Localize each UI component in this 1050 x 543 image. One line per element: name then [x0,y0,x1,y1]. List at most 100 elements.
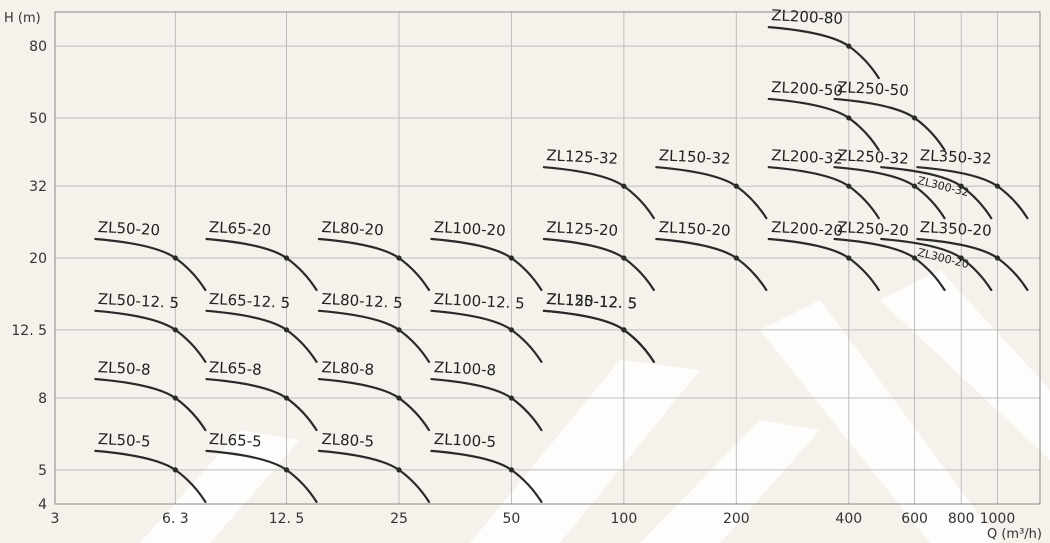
x-tick-label: 12. 5 [269,511,305,527]
x-tick-label: 800 [948,511,975,527]
curve-zl125-32: ZL125-32 [542,146,655,220]
y-axis-label: H (m) [4,11,41,26]
y-axis-ticks: 4 5 8 12. 5 20 32 50 80 [11,39,47,513]
watermark-stroke [470,360,700,543]
rated-point-marker [283,255,290,261]
curve-zl150-20: ZL150-20 [655,218,768,292]
x-tick-label: 1000 [980,511,1016,527]
rated-point-marker [283,395,290,401]
curve-label: ZL80-5 [321,430,375,451]
rated-point-marker [508,395,515,401]
rated-point-marker [994,183,1001,189]
rated-point-marker [958,255,964,261]
curve-zl50-12-5: ZL50-12. 5 [94,290,207,363]
watermark-stroke [880,270,1050,460]
rated-point-marker [396,255,402,261]
curve-zl100-8: ZL100-8 [430,358,543,432]
curve-zl50-8: ZL50-8 [94,358,207,432]
x-tick-label: 400 [835,511,862,527]
curve-label: ZL65-20 [209,218,272,239]
curve-zl50-5: ZL50-5 [94,430,207,503]
y-tick-label: 50 [29,111,47,127]
curve-zl80-12-5: ZL80-12. 5 [317,290,431,363]
curve-label: ZL80-8 [321,358,375,379]
rated-point-marker [508,255,515,261]
y-tick-label: 8 [38,391,47,407]
curve-label: ZL65-8 [209,358,263,379]
rated-point-marker [621,327,627,333]
rated-point-marker [911,183,918,189]
rated-point-marker [172,255,178,261]
rated-point-marker [846,115,852,121]
y-tick-label: 80 [29,39,47,55]
curve-zl65-12-5: ZL65-12. 5 [205,290,318,363]
rated-point-marker [733,183,739,189]
plot-frame [54,11,1041,505]
y-tick-label: 20 [29,251,47,267]
watermark [140,270,1050,543]
curve-label: ZL125-32 [546,146,619,168]
curve-zl65-20: ZL65-20 [205,218,318,292]
rated-point-marker [508,467,515,473]
watermark-stroke [640,420,820,543]
curve-label: ZL65-12. 5 [209,290,291,312]
curve-label: ZL200-20 [771,218,844,240]
curve-label: ZL65-5 [209,430,263,451]
curve-label: ZL125-12. 5 [546,290,638,313]
curve-zl125-20: ZL125-20 [542,218,655,292]
rated-point-marker [396,327,402,333]
rated-point-marker [733,255,739,261]
curve-zl80-8: ZL80-8 [317,358,431,432]
curve-label: ZL200-32 [771,146,844,168]
rated-point-marker [283,467,290,473]
curve-zl65-8: ZL65-8 [205,358,318,432]
rated-point-marker [911,115,918,121]
curve-zl250-50: ZL250-50 [833,78,946,152]
y-tick-label: 12. 5 [11,323,47,339]
rated-point-marker [846,255,852,261]
rated-point-marker [621,255,627,261]
rated-point-marker [911,255,918,261]
curve-label: ZL50-20 [97,218,160,239]
rated-point-marker [958,183,964,189]
curve-zl100-5: ZL100-5 [430,430,543,503]
curve-label: ZL250-32 [837,146,910,168]
curve-label: ZL100-12. 5 [433,290,525,313]
curve-zl65-5: ZL65-5 [205,430,318,503]
curve-zl200-50: ZL200-50 [767,78,880,152]
curve-zl200-80: ZL200-80 [767,6,880,80]
curve-zl150-12-5: ZL150-12. 5 [542,290,655,363]
curve-label: ZL350-32 [919,146,992,168]
curves: ZL50-20 ZL65-20 ZL80-20 ZL100-20 ZL125-20 ZL1… [94,6,1029,503]
curve-zl200-20: ZL200-20 [767,218,880,292]
y-tick-label: 5 [38,463,47,479]
x-tick-label: 3 [51,511,60,527]
curve-label: ZL50-8 [97,358,151,379]
curve-zl80-5: ZL80-5 [317,430,431,503]
y-tick-label: 32 [29,179,47,195]
rated-point-marker [846,43,852,49]
rated-point-marker [172,327,178,333]
curve-zl100-20: ZL100-20 [430,218,543,292]
rated-point-marker [172,395,178,401]
curve-label: ZL100-8 [433,358,496,379]
rated-point-marker [172,467,178,473]
curve-zl100-12-5: ZL100-12. 5 [430,290,543,363]
curve-zl350-20: ZL350-20 [916,218,1029,292]
curve-label: ZL250-50 [837,78,910,100]
curve-label: ZL150-20 [658,218,731,240]
curve-label: ZL100-20 [433,218,506,240]
curve-zl250-20: ZL250-20 [833,218,946,292]
watermark-stroke [760,300,1000,543]
curve-label: ZL200-80 [771,6,844,28]
curve-label: ZL80-20 [321,218,384,239]
x-axis-ticks: 3 6. 3 12. 5 25 50 100 200 400 600 800 1000 [51,511,1016,527]
x-tick-label: 50 [503,511,521,527]
curve-zl50-20: ZL50-20 [94,218,207,292]
x-tick-label: 100 [611,511,638,527]
curve-zl150-32: ZL150-32 [655,146,768,220]
curve-zl250-32: ZL250-32 [833,146,946,220]
curve-label: ZL50-5 [97,430,151,451]
curve-label: ZL150-12. 5 [546,290,638,313]
